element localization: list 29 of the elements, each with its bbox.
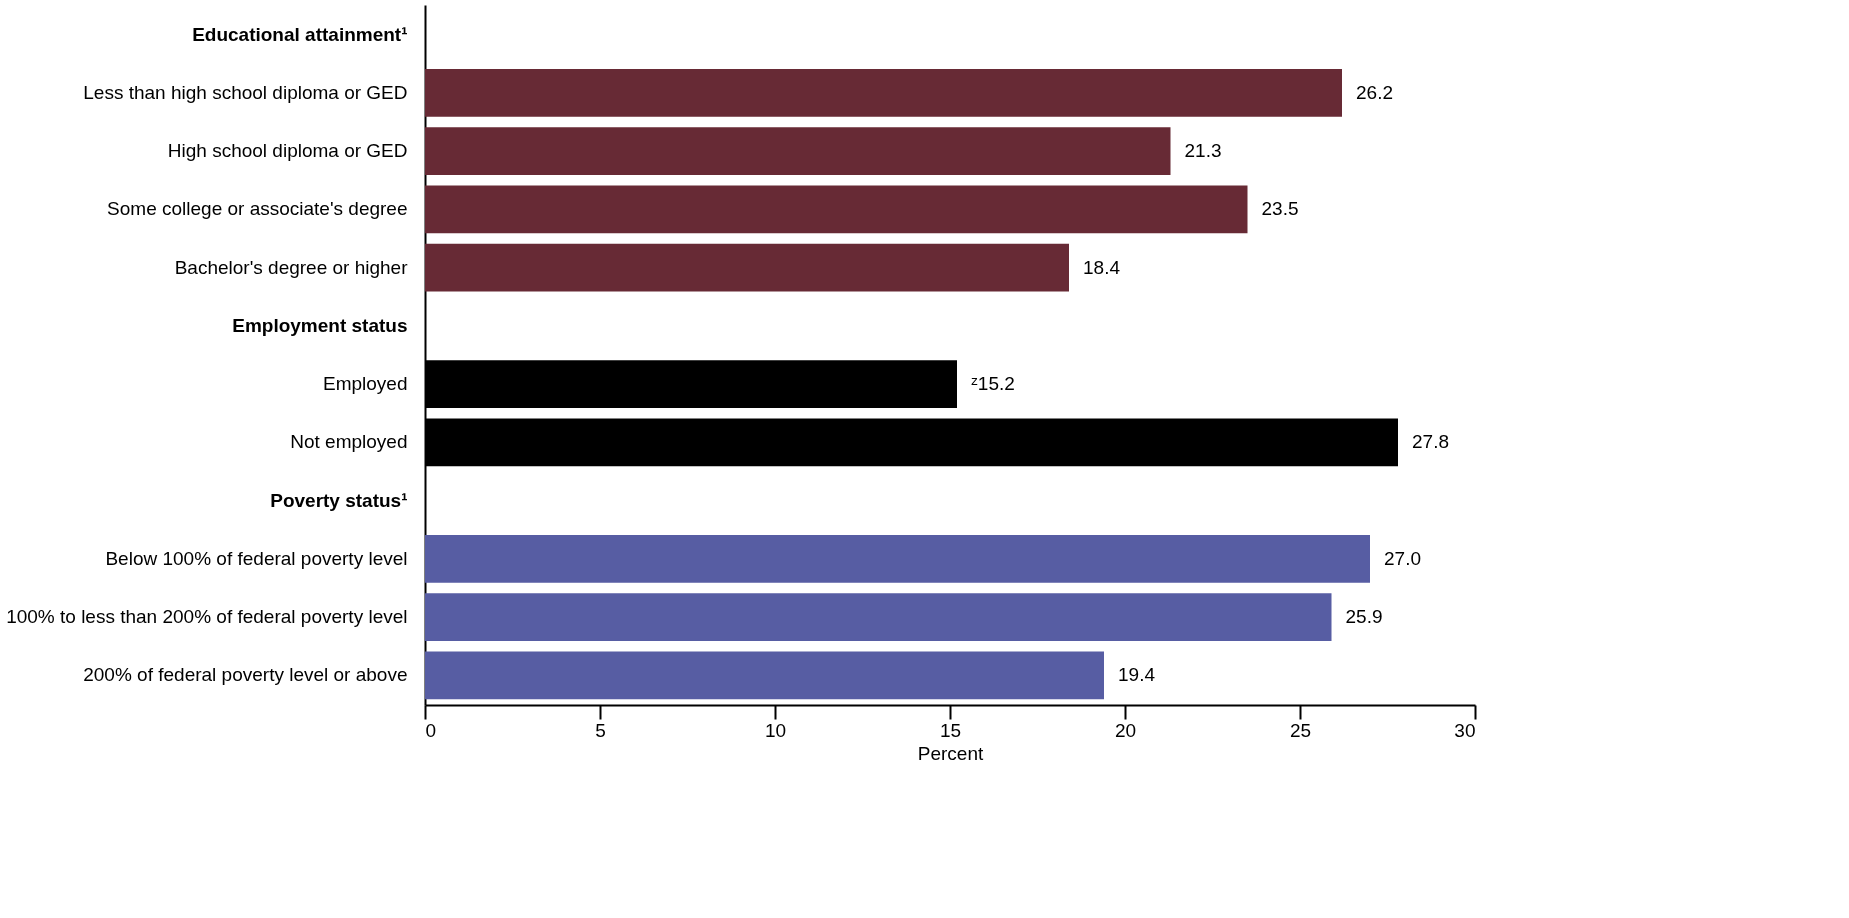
x-axis-title: Percent: [917, 742, 984, 764]
y-tick-label: Bachelor's degree or higher: [174, 256, 409, 278]
x-tick-label: 20: [1114, 719, 1137, 741]
y-tick-label: Employment status: [232, 314, 408, 336]
x-tick-label: 30: [1454, 719, 1476, 741]
data-label: 23.5: [1261, 198, 1299, 220]
x-tick-label: 5: [595, 719, 606, 741]
data-label: ᶻ15.2: [971, 373, 1015, 395]
data-label: 18.4: [1083, 256, 1121, 278]
y-tick-label: 200% of federal poverty level or above: [83, 664, 408, 686]
y-tick-label: Less than high school diploma or GED: [83, 81, 408, 103]
data-label: 19.4: [1118, 664, 1156, 686]
y-tick-label: Below 100% of federal poverty level: [105, 547, 408, 569]
data-label: 27.0: [1384, 547, 1421, 569]
x-tick-label: 0: [425, 719, 437, 741]
x-tick-label: 25: [1289, 719, 1312, 741]
y-tick-label: 100% to less than 200% of federal poverty level: [6, 606, 408, 628]
y-tick-label: Employed: [323, 373, 408, 395]
data-label: 21.3: [1184, 140, 1222, 162]
y-tick-label: Not employed: [290, 431, 408, 453]
y-tick-label: Some college or associate's degree: [107, 198, 408, 220]
x-tick-label: 15: [939, 719, 962, 741]
y-tick-label: Poverty status¹: [270, 489, 408, 511]
data-label: 26.2: [1356, 81, 1393, 103]
data-label: 25.9: [1345, 606, 1383, 628]
y-tick-label: High school diploma or GED: [167, 140, 408, 162]
y-tick-label: Educational attainment¹: [192, 23, 408, 45]
x-tick-label: 10: [764, 719, 787, 741]
data-label: 27.8: [1412, 431, 1449, 453]
